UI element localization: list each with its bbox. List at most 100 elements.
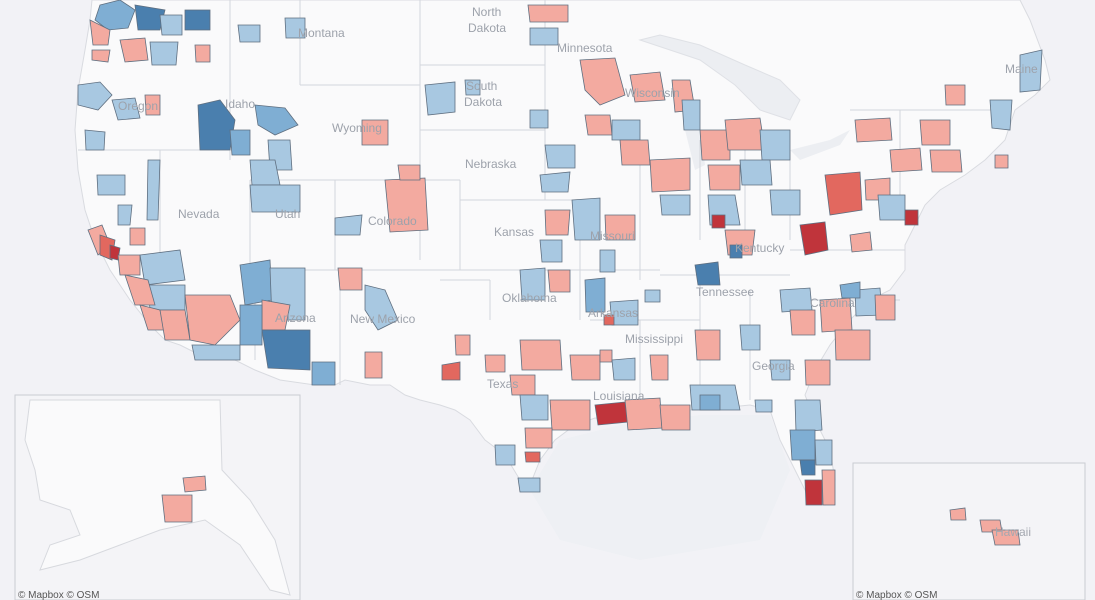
- county-region: [229, 129, 251, 156]
- county-region: [239, 259, 273, 306]
- county-region: [991, 529, 1021, 546]
- state-label-south-dakota-l2: Dakota: [464, 95, 502, 109]
- county-region: [129, 227, 146, 246]
- county-region: [519, 339, 563, 371]
- state-label-tennessee: Tennessee: [696, 285, 754, 299]
- county-region: [519, 267, 546, 301]
- county-region: [769, 359, 791, 381]
- county-region: [603, 314, 615, 326]
- county-region: [611, 357, 636, 381]
- county-region: [759, 129, 791, 161]
- county-region: [424, 81, 456, 116]
- county-region: [571, 197, 601, 241]
- state-labels: North Dakota Montana Minnesota South Dak…: [118, 5, 1038, 539]
- state-label-louisiana: Louisiana: [593, 389, 645, 403]
- county-region: [644, 289, 661, 303]
- county-region: [649, 354, 669, 381]
- lake-erie: [790, 130, 850, 160]
- state-label-utah: Utah: [275, 207, 300, 221]
- county-region: [799, 459, 816, 476]
- county-region: [124, 274, 156, 306]
- state-label-missouri: Missouri: [590, 229, 635, 243]
- county-region: [184, 9, 211, 31]
- state-label-nebraska: Nebraska: [465, 157, 517, 171]
- county-region: [929, 149, 963, 173]
- state-label-new-mexico: New Mexico: [350, 312, 416, 326]
- county-region: [569, 354, 601, 381]
- county-region: [182, 475, 207, 493]
- state-label-hawaii: Hawaii: [995, 525, 1031, 539]
- county-region: [184, 294, 241, 346]
- county-region: [117, 254, 141, 276]
- county-region: [754, 399, 773, 413]
- county-region: [889, 147, 923, 173]
- county-region: [724, 117, 766, 151]
- map-attribution-alaska[interactable]: © Mapbox © OSM: [18, 590, 100, 600]
- county-region: [239, 304, 263, 346]
- county-region: [659, 404, 691, 431]
- county-region: [311, 361, 336, 386]
- county-region: [769, 189, 801, 216]
- county-region: [919, 119, 951, 146]
- county-region: [707, 164, 741, 191]
- state-label-nevada: Nevada: [178, 207, 220, 221]
- county-region: [547, 269, 571, 293]
- county-region: [89, 19, 111, 46]
- county-region: [544, 209, 571, 236]
- county-region: [694, 261, 721, 286]
- county-region: [139, 249, 186, 286]
- county-regions: [77, 0, 1043, 546]
- county-region: [579, 57, 626, 106]
- county-region: [237, 24, 261, 43]
- county-region: [364, 351, 383, 379]
- county-region: [711, 214, 726, 229]
- county-region: [549, 399, 591, 431]
- county-region: [821, 469, 836, 506]
- county-region: [159, 14, 183, 36]
- county-region: [1019, 49, 1043, 93]
- county-region: [584, 277, 606, 313]
- county-region: [249, 159, 281, 186]
- county-region: [789, 309, 816, 336]
- county-region: [804, 479, 823, 506]
- county-region: [904, 209, 919, 226]
- county-region: [454, 334, 471, 356]
- state-label-carolina: Carolina: [810, 296, 855, 310]
- county-region: [441, 361, 461, 381]
- county-region: [629, 71, 666, 103]
- county-region: [529, 109, 549, 129]
- state-label-idaho: Idaho: [225, 97, 255, 111]
- county-region: [484, 354, 506, 373]
- state-label-texas: Texas: [487, 377, 518, 391]
- county-region: [524, 427, 553, 449]
- county-region: [659, 194, 691, 216]
- county-region: [799, 221, 829, 256]
- state-label-oregon: Oregon: [118, 99, 158, 113]
- state-label-arizona: Arizona: [275, 311, 316, 325]
- county-region: [146, 159, 161, 221]
- county-region: [334, 214, 363, 236]
- county-region: [584, 114, 613, 136]
- county-region: [681, 99, 701, 131]
- county-region: [191, 344, 241, 361]
- state-label-south-dakota-l1: South: [466, 79, 497, 93]
- county-region: [739, 324, 761, 351]
- state-label-montana: Montana: [298, 26, 345, 40]
- county-region: [611, 119, 641, 141]
- state-label-north-dakota-l1: North: [472, 5, 501, 19]
- map-attribution-hawaii[interactable]: © Mapbox © OSM: [856, 590, 938, 600]
- state-label-kansas: Kansas: [494, 225, 534, 239]
- county-region: [149, 41, 179, 66]
- county-region: [804, 359, 831, 386]
- county-region: [699, 129, 731, 161]
- county-region: [249, 184, 301, 213]
- county-region: [877, 194, 906, 221]
- county-region: [649, 157, 691, 193]
- county-region: [284, 17, 306, 39]
- county-region: [874, 294, 896, 321]
- county-region: [599, 249, 616, 273]
- county-region: [159, 309, 191, 341]
- county-region: [144, 94, 161, 116]
